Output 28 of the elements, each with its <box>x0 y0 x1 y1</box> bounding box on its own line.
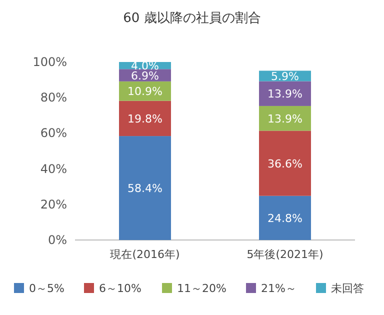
bar <box>259 81 311 106</box>
data-label: 6.9% <box>131 69 159 82</box>
y-tick-label: 60% <box>40 126 67 140</box>
x-tick-label: 現在(2016年) <box>110 248 180 261</box>
data-label: 13.9% <box>268 88 302 101</box>
legend-label: 6～10% <box>99 282 142 295</box>
bar <box>119 136 171 240</box>
data-label: 19.8% <box>128 112 162 126</box>
bar <box>259 196 311 240</box>
legend-label: 21%～ <box>261 282 296 295</box>
data-label: 24.8% <box>268 212 302 225</box>
bar <box>259 130 311 196</box>
data-label: 58.4% <box>128 182 162 196</box>
legend-label: 未回答 <box>331 282 364 295</box>
data-label: 5.9% <box>271 70 299 83</box>
y-tick-label: 20% <box>40 197 67 212</box>
chart-title: 60 歳以降の社員の割合 <box>123 11 261 26</box>
data-label: 10.9% <box>128 85 162 98</box>
y-tick-label: 0% <box>48 233 67 247</box>
legend-label: 0～5% <box>29 282 64 295</box>
y-tick-label: 100% <box>32 55 67 69</box>
bar <box>119 100 171 136</box>
x-tick-label: 5年後(2021年) <box>246 248 324 261</box>
y-tick-label: 80% <box>40 90 67 105</box>
legend-label: 11～20% <box>177 282 226 295</box>
y-tick-label: 40% <box>40 162 67 176</box>
data-label: 36.6% <box>268 157 302 170</box>
data-label: 13.9% <box>268 112 302 126</box>
